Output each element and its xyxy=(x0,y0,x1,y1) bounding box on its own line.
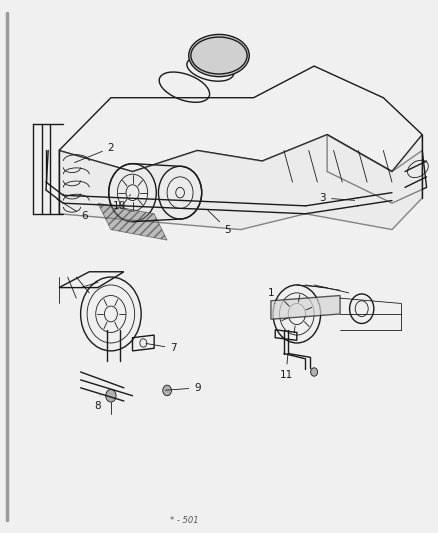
Text: 10: 10 xyxy=(113,195,131,211)
Text: 2: 2 xyxy=(74,143,114,163)
Text: 7: 7 xyxy=(146,343,177,353)
Text: 3: 3 xyxy=(319,193,355,203)
Text: 8: 8 xyxy=(95,395,101,411)
Polygon shape xyxy=(59,135,422,230)
Text: 9: 9 xyxy=(166,383,201,393)
Text: 11: 11 xyxy=(279,354,293,379)
Text: 1: 1 xyxy=(268,288,274,303)
Polygon shape xyxy=(98,203,167,240)
Ellipse shape xyxy=(189,35,249,77)
Circle shape xyxy=(311,368,318,376)
Polygon shape xyxy=(271,295,340,319)
Circle shape xyxy=(163,385,171,395)
Circle shape xyxy=(106,390,116,402)
Text: * - 501: * - 501 xyxy=(170,516,199,525)
Text: 6: 6 xyxy=(57,199,88,221)
Text: 5: 5 xyxy=(208,211,231,235)
